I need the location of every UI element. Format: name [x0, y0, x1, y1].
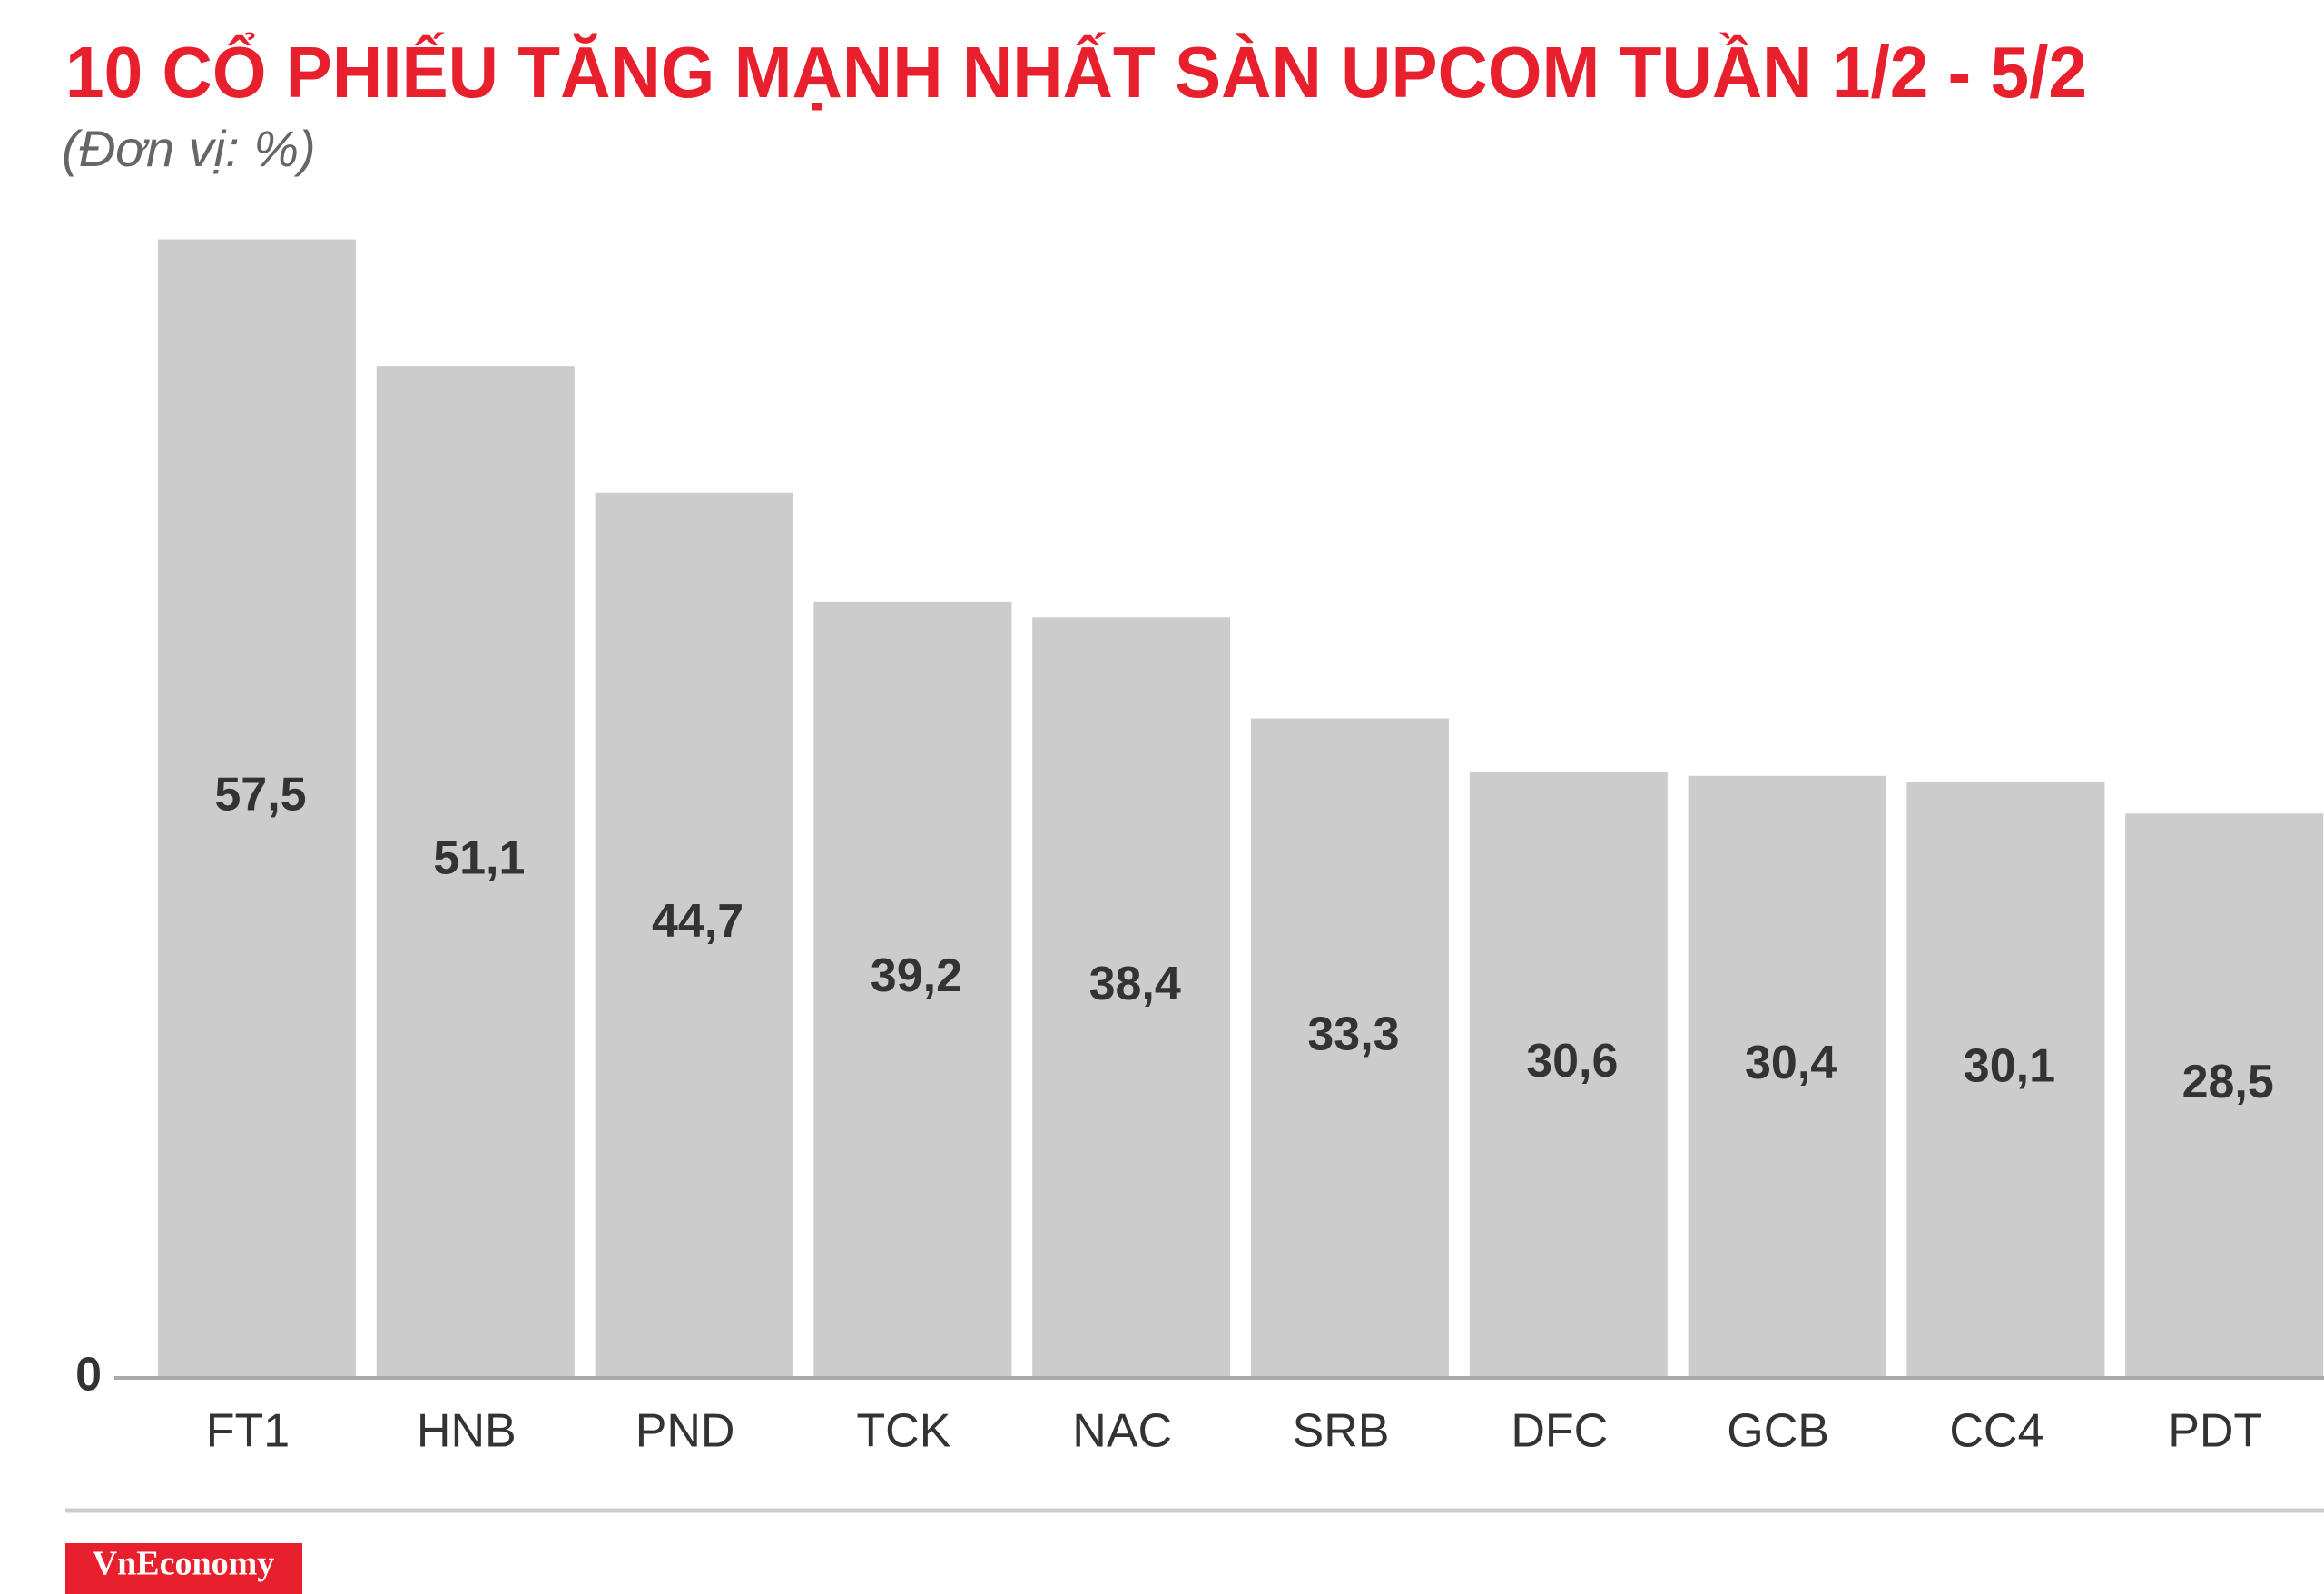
value-label: 57,5 — [214, 769, 306, 822]
x-tick-label: DFC — [1511, 1405, 1608, 1458]
chart-title: 10 CỔ PHIẾU TĂNG MẠNH NHẤT SÀN UPCOM TUẦ… — [65, 32, 2087, 113]
x-tick-label: FT1 — [206, 1405, 290, 1458]
value-label: 28,5 — [2182, 1056, 2274, 1108]
x-tick-label: NAC — [1072, 1405, 1172, 1458]
y-tick-label: 0 — [75, 1349, 102, 1402]
value-label: 51,1 — [433, 831, 525, 884]
x-tick-label: CC4 — [1949, 1405, 2043, 1458]
bar — [376, 366, 575, 1378]
x-tick-label: PDT — [2168, 1405, 2262, 1458]
x-tick-label: PND — [635, 1405, 735, 1458]
chart-subtitle: (Đơn vị: %) — [62, 120, 316, 177]
x-tick-label: HNB — [417, 1405, 517, 1458]
bar — [1032, 617, 1231, 1378]
brand-box — [65, 1543, 302, 1594]
value-label: 30,4 — [1745, 1037, 1837, 1089]
bar — [1251, 718, 1449, 1378]
bar — [813, 601, 1012, 1378]
x-tick-label: GCB — [1727, 1405, 1829, 1458]
value-label: 39,2 — [871, 950, 962, 1002]
value-label: 30,1 — [1964, 1039, 2055, 1092]
brand: VnEconomy — [93, 1545, 275, 1583]
bar — [2125, 813, 2324, 1378]
bar — [1906, 782, 2105, 1378]
x-tick-label: SRB — [1293, 1405, 1390, 1458]
bar — [595, 492, 793, 1378]
value-label: 38,4 — [1089, 958, 1181, 1010]
x-tick-label: TCK — [856, 1405, 950, 1458]
value-label: 33,3 — [1307, 1008, 1399, 1060]
value-label: 44,7 — [652, 895, 743, 948]
value-label: 30,6 — [1526, 1035, 1618, 1087]
bar — [1469, 772, 1668, 1378]
bar — [1688, 775, 1886, 1378]
bar — [158, 239, 356, 1379]
